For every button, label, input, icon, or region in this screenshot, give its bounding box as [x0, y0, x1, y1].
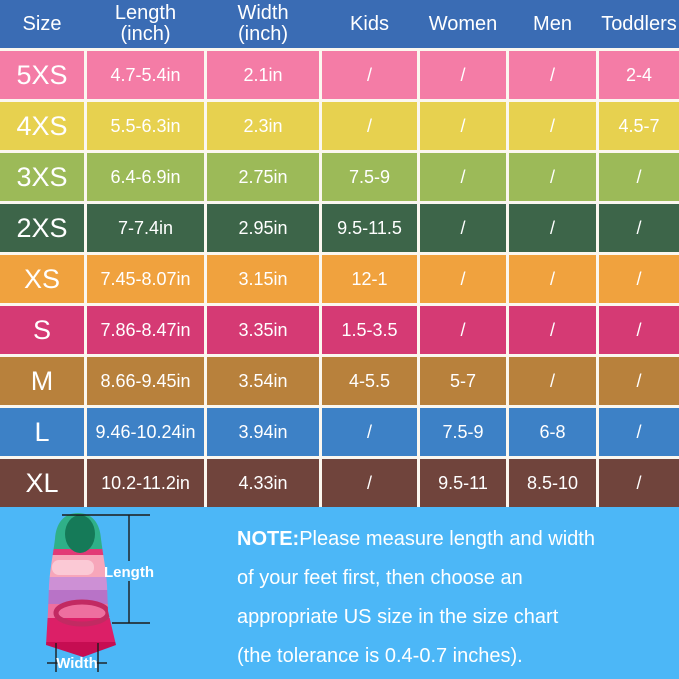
size-label: S [0, 306, 84, 354]
table-cell: 7.45-8.07in [87, 255, 204, 303]
table-header-row: Size Length (inch) Width (inch) Kids Women Me… [0, 0, 679, 48]
table-cell: 7.86-8.47in [87, 306, 204, 354]
swim-fin-icon: Length Width [46, 513, 154, 672]
table-row: S 7.86-8.47in 3.35in 1.5-3.5// / [0, 306, 679, 354]
column-header: Women [428, 12, 498, 35]
table-cell: 4.7-5.4in [87, 51, 204, 99]
note-label: NOTE: [237, 528, 300, 550]
table-row: M 8.66-9.45in 3.54in 4-5.5 5-7// [0, 357, 679, 405]
table-row: 3XS 6.4-6.9in 2.75in 7.5-9// / [0, 153, 679, 201]
table-cell: 10.2-11.2in [87, 459, 204, 507]
note-line: NOTE:Please measure length and width [237, 528, 595, 550]
table-cell: 8.5-10 [509, 459, 596, 507]
column-header: Width (inch) [237, 2, 289, 45]
table-cell: 7-7.4in [87, 204, 204, 252]
table-row: 4XS 5.5-6.3in 2.3in / //4.5-7 [0, 102, 679, 150]
table-cell: 3.54in [207, 357, 319, 405]
table-cell: / [599, 357, 679, 405]
table-cell: / [420, 306, 506, 354]
size-chart-table: Size Length (inch) Width (inch) Kids Women Me… [0, 0, 679, 507]
table-cell: / [599, 459, 679, 507]
table-cell: / [509, 306, 596, 354]
table-cell: 12-1 [322, 255, 417, 303]
size-label: 3XS [0, 153, 84, 201]
table-cell: / [322, 459, 417, 507]
table-cell: 3.35in [207, 306, 319, 354]
table-row: 2XS 7-7.4in 2.95in 9.5-11.5// / [0, 204, 679, 252]
table-cell: 4.5-7 [599, 102, 679, 150]
table-cell: 4.33in [207, 459, 319, 507]
size-label: XS [0, 255, 84, 303]
column-header: Toddlers [601, 12, 677, 35]
table-cell: 5.5-6.3in [87, 102, 204, 150]
fin-illustration: Length Width [0, 507, 210, 679]
table-cell: 6-8 [509, 408, 596, 456]
table-cell: 9.46-10.24in [87, 408, 204, 456]
table-cell: / [420, 153, 506, 201]
table-cell: 3.15in [207, 255, 319, 303]
table-cell: 2.3in [207, 102, 319, 150]
table-cell: 2.1in [207, 51, 319, 99]
note-line: appropriate US size in the size chart [237, 606, 559, 628]
table-cell: 6.4-6.9in [87, 153, 204, 201]
table-cell: 7.5-9 [420, 408, 506, 456]
table-cell: 4-5.5 [322, 357, 417, 405]
size-label: L [0, 408, 84, 456]
table-cell: 3.94in [207, 408, 319, 456]
table-cell: / [509, 255, 596, 303]
table-cell: 8.66-9.45in [87, 357, 204, 405]
table-row: 5XS 4.7-5.4in 2.1in / //2-4 [0, 51, 679, 99]
table-cell: / [322, 102, 417, 150]
column-header: Length (inch) [114, 2, 177, 45]
column-header: Men [533, 12, 572, 35]
table-cell: / [322, 51, 417, 99]
table-cell: 1.5-3.5 [322, 306, 417, 354]
table-cell: 9.5-11 [420, 459, 506, 507]
table-cell: / [599, 408, 679, 456]
size-label: M [0, 357, 84, 405]
column-header: Kids [350, 12, 389, 35]
table-row: XL 10.2-11.2in 4.33in/9.5-11 8.5-10/ [0, 459, 679, 507]
table-cell: / [509, 357, 596, 405]
table-cell: / [420, 204, 506, 252]
width-label: Width [56, 655, 98, 672]
note-line: (the tolerance is 0.4-0.7 inches). [237, 645, 523, 667]
footer: Length Width NOTE:Please measure length … [0, 507, 679, 679]
length-label: Length [104, 564, 154, 581]
table-row: L 9.46-10.24in 3.94in/7.5-9 6-8/ [0, 408, 679, 456]
table-cell: / [322, 408, 417, 456]
table-cell: 2.95in [207, 204, 319, 252]
table-cell: / [420, 255, 506, 303]
table-row: XS 7.45-8.07in 3.15in 12-1// / [0, 255, 679, 303]
column-header: Size [22, 12, 62, 35]
table-cell: / [599, 153, 679, 201]
table-cell: / [509, 51, 596, 99]
width-measure-lines [47, 643, 107, 672]
table-cell: 7.5-9 [322, 153, 417, 201]
table-cell: / [420, 102, 506, 150]
table-cell: 2.75in [207, 153, 319, 201]
table-cell: / [509, 153, 596, 201]
table-cell: / [509, 102, 596, 150]
table-cell: / [420, 51, 506, 99]
table-cell: / [509, 204, 596, 252]
table-cell: / [599, 204, 679, 252]
size-label: XL [0, 459, 84, 507]
length-measure-lines [62, 514, 150, 624]
table-cell: 2-4 [599, 51, 679, 99]
table-cell: 5-7 [420, 357, 506, 405]
table-cell: / [599, 306, 679, 354]
fin-body [46, 513, 116, 657]
table-cell: / [599, 255, 679, 303]
note-text: NOTE:Please measure length and width of … [237, 520, 667, 676]
table-cell: 9.5-11.5 [322, 204, 417, 252]
size-label: 2XS [0, 204, 84, 252]
size-label: 5XS [0, 51, 84, 99]
note-line: of your feet first, then choose an [237, 567, 523, 589]
table-body: 5XS 4.7-5.4in 2.1in / //2-4 4XS 5.5-6.3in 2.3in… [0, 51, 679, 507]
size-label: 4XS [0, 102, 84, 150]
